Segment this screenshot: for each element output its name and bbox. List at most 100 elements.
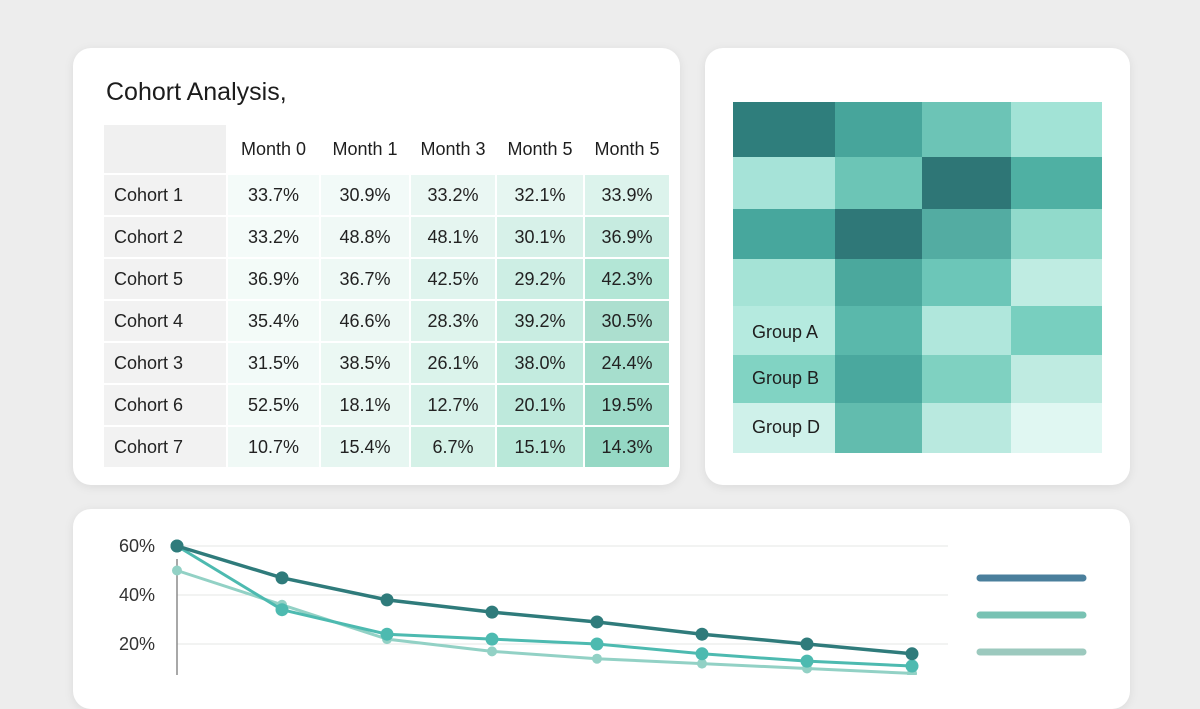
- column-header: Month 3: [410, 125, 497, 175]
- table-cell: 39.2%: [496, 300, 585, 343]
- y-tick-label: 60%: [119, 536, 155, 556]
- line-chart: 60% 40% 20%: [119, 536, 1087, 679]
- column-header: Month 5: [584, 125, 671, 175]
- table-cell: 46.6%: [320, 300, 411, 343]
- data-point: [800, 637, 814, 651]
- row-label: Cohort 6: [104, 384, 228, 427]
- heatmap-cell: [922, 157, 1011, 209]
- table-cell: 26.1%: [410, 342, 497, 385]
- heatmap-card: Group A Group B Group D: [705, 48, 1130, 485]
- column-header: Month 5: [496, 125, 585, 175]
- table-cell: 15.4%: [320, 426, 411, 469]
- table-row: Cohort 6 52.5% 18.1% 12.7% 20.1% 19.5%: [104, 384, 671, 427]
- table-corner-cell: [104, 125, 228, 175]
- table-row: Cohort 5 36.9% 36.7% 42.5% 29.2% 42.3%: [104, 258, 671, 301]
- table-cell: 15.1%: [496, 426, 585, 469]
- column-header: Month 0: [227, 125, 321, 175]
- data-point: [485, 605, 499, 619]
- column-header: Month 1: [320, 125, 411, 175]
- row-label: Cohort 5: [104, 258, 228, 301]
- heatmap-cell: [733, 209, 835, 259]
- table-cell: 38.5%: [320, 342, 411, 385]
- table-cell: 33.2%: [410, 174, 497, 217]
- table-cell: 18.1%: [320, 384, 411, 427]
- table-cell: 6.7%: [410, 426, 497, 469]
- group-label: Group A: [752, 322, 819, 342]
- data-point: [380, 593, 394, 607]
- heatmap-cell: [922, 209, 1011, 259]
- row-label: Cohort 7: [104, 426, 228, 469]
- data-point: [172, 565, 182, 576]
- heatmap-cell: [835, 102, 922, 157]
- heatmap-cell: [733, 306, 835, 355]
- table-cell: 29.2%: [496, 258, 585, 301]
- card-title: Cohort Analysis,: [106, 78, 287, 106]
- table-cell: 19.5%: [584, 384, 671, 427]
- data-point: [695, 627, 709, 641]
- row-label: Cohort 1: [104, 174, 228, 217]
- heatmap-cell: [733, 102, 835, 157]
- heatmap-cell: [922, 403, 1011, 453]
- table-cell: 33.9%: [584, 174, 671, 217]
- heatmap-cell: [922, 102, 1011, 157]
- table-cell: 33.7%: [227, 174, 321, 217]
- heatmap-cell: [1011, 403, 1102, 453]
- table-cell: 36.7%: [320, 258, 411, 301]
- heatmap-cell: [1011, 259, 1102, 306]
- data-point: [697, 658, 707, 669]
- table-cell: 28.3%: [410, 300, 497, 343]
- heatmap-cell: [1011, 209, 1102, 259]
- table-row: Cohort 4 35.4% 46.6% 28.3% 39.2% 30.5%: [104, 300, 671, 343]
- group-label: Group D: [752, 417, 821, 437]
- table-cell: 48.8%: [320, 216, 411, 259]
- table-header-row: Month 0 Month 1 Month 3 Month 5 Month 5: [104, 125, 671, 175]
- table-cell: 42.5%: [410, 258, 497, 301]
- heatmap-cell: [733, 355, 835, 403]
- group-label: Group B: [752, 368, 820, 388]
- data-point: [695, 647, 709, 661]
- heatmap-cell: [922, 259, 1011, 306]
- table-cell: 42.3%: [584, 258, 671, 301]
- table-cell: 14.3%: [584, 426, 671, 469]
- heatmap-cell: [733, 403, 835, 453]
- y-tick-label: 40%: [119, 585, 155, 605]
- line-chart-card: 60% 40% 20%: [73, 509, 1130, 709]
- cohort-analysis-card: Cohort Analysis, Month 0 Month 1 Month 3…: [73, 48, 680, 485]
- table-cell: 12.7%: [410, 384, 497, 427]
- heatmap-cell: [733, 259, 835, 306]
- table-cell: 30.9%: [320, 174, 411, 217]
- row-label: Cohort 4: [104, 300, 228, 343]
- heatmap-cell: [835, 355, 922, 403]
- table-cell: 10.7%: [227, 426, 321, 469]
- data-point: [485, 632, 499, 646]
- table-cell: 32.1%: [496, 174, 585, 217]
- y-tick-label: 20%: [119, 634, 155, 654]
- heatmap-cell: [1011, 355, 1102, 403]
- heatmap-cell: [1011, 157, 1102, 209]
- table-cell: 48.1%: [410, 216, 497, 259]
- heatmap-cell: [835, 403, 922, 453]
- series-line: [176, 569, 913, 675]
- table-cell: 33.2%: [227, 216, 321, 259]
- table-row: Cohort 1 33.7% 30.9% 33.2% 32.1% 33.9%: [104, 174, 671, 217]
- data-point: [487, 646, 497, 657]
- heatmap-cell: [835, 306, 922, 355]
- heatmap-cell: [922, 306, 1011, 355]
- table-cell: 31.5%: [227, 342, 321, 385]
- data-point: [275, 571, 289, 585]
- data-point: [170, 539, 184, 553]
- table-cell: 35.4%: [227, 300, 321, 343]
- table-cell: 30.5%: [584, 300, 671, 343]
- table-cell: 36.9%: [584, 216, 671, 259]
- heatmap-cell: [835, 209, 922, 259]
- heatmap-cell: [835, 157, 922, 209]
- table-row: Cohort 2 33.2% 48.8% 48.1% 30.1% 36.9%: [104, 216, 671, 259]
- data-point: [590, 615, 604, 629]
- heatmap-cell: [835, 259, 922, 306]
- series-line: [176, 544, 913, 656]
- table-cell: 24.4%: [584, 342, 671, 385]
- table-cell: 52.5%: [227, 384, 321, 427]
- data-point: [590, 637, 604, 651]
- table-cell: 30.1%: [496, 216, 585, 259]
- data-point: [905, 659, 919, 673]
